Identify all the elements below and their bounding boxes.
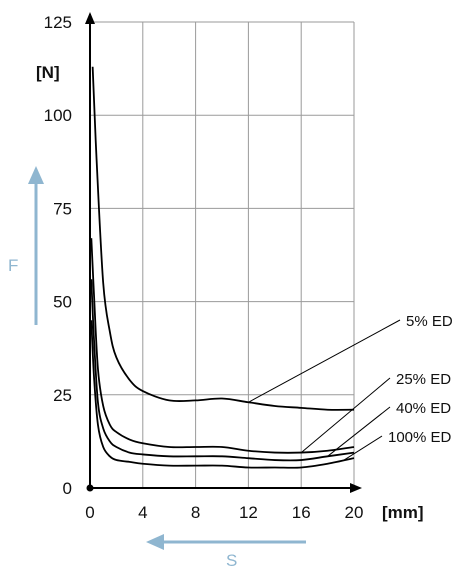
- y-variable-arrow: [28, 166, 44, 325]
- x-tick-label: 16: [292, 503, 311, 522]
- curves: [90, 66, 355, 469]
- series-line-5-ed: [91, 66, 355, 411]
- x-tick-label: 0: [85, 503, 94, 522]
- grid: [90, 21, 355, 488]
- series-leader-line: [248, 319, 401, 403]
- y-tick-label: 50: [53, 293, 72, 312]
- series-line-40-ed: [90, 279, 355, 462]
- series-line-25-ed: [90, 238, 355, 454]
- y-tick-label: 125: [44, 13, 72, 32]
- x-unit-label: [mm]: [382, 503, 424, 522]
- x-axis-arrowhead: [350, 483, 362, 493]
- series-leader-line: [327, 406, 391, 457]
- y-variable-label: F: [8, 256, 18, 275]
- series-leader-line: [300, 377, 391, 453]
- series-label: 100% ED: [388, 429, 452, 446]
- x-variable-arrow: [146, 534, 306, 550]
- x-tick-label: 20: [345, 503, 364, 522]
- origin-dot: [86, 484, 94, 492]
- x-tick-label: 8: [191, 503, 200, 522]
- y-axis-arrowhead: [85, 12, 95, 24]
- series-label: 40% ED: [396, 400, 451, 417]
- series-labels: 5% ED 25% ED 40% ED 100% ED: [248, 313, 453, 461]
- x-tick-label: 12: [239, 503, 258, 522]
- x-variable-label: S: [226, 551, 237, 568]
- tick-labels: 0 4 8 12 16 20 0 25 50 75 100 125: [44, 13, 364, 522]
- y-unit-label: [N]: [36, 63, 60, 82]
- axes: [85, 12, 362, 493]
- y-tick-label: 0: [63, 479, 72, 498]
- y-tick-label: 75: [53, 199, 72, 218]
- series-line-100-ed: [90, 320, 355, 469]
- series-label: 5% ED: [406, 313, 453, 330]
- y-tick-label: 100: [44, 106, 72, 125]
- y-tick-label: 25: [53, 386, 72, 405]
- series-label: 25% ED: [396, 371, 451, 388]
- x-tick-label: 4: [138, 503, 147, 522]
- series-leader-line: [343, 435, 383, 461]
